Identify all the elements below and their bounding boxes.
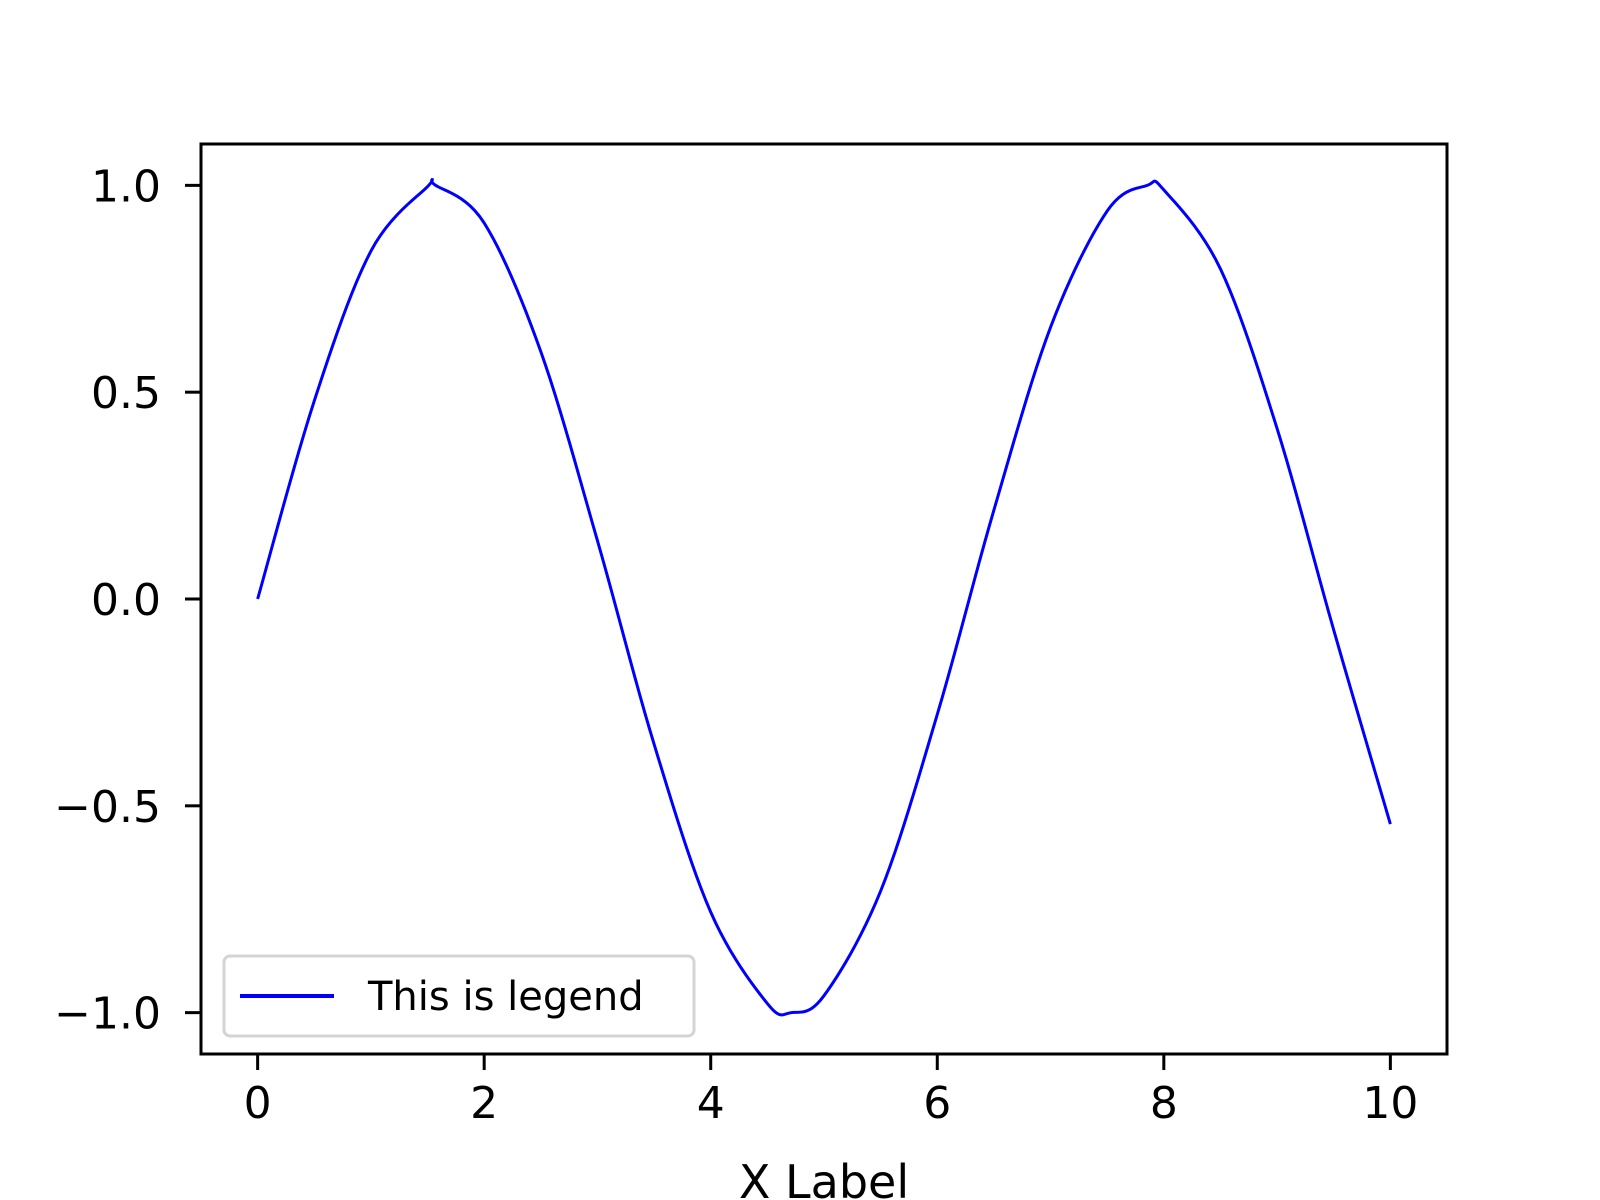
x-tick-label: 10 [1362,1078,1418,1129]
legend-entry-label: This is legend [367,974,644,1020]
x-tick-label: 4 [697,1078,725,1129]
y-tick-label: 0.0 [91,575,161,626]
x-tick-label: 0 [244,1078,272,1129]
x-tick-label: 2 [470,1078,498,1129]
y-tick-label: 1.0 [91,161,161,212]
x-axis-label: X Label [739,1155,909,1200]
x-tick-label: 6 [923,1078,951,1129]
y-tick-label: −1.0 [54,989,161,1040]
y-tick-label: 0.5 [91,368,161,419]
y-tick-label: −0.5 [54,782,161,833]
x-axis-ticks: 0 2 4 6 8 10 [244,1054,1418,1129]
y-axis-ticks: 1.0 0.5 0.0 −0.5 −1.0 [54,161,201,1040]
legend: This is legend [222,954,696,1038]
x-tick-label: 8 [1150,1078,1178,1129]
legend-box [222,954,696,1038]
series-line-sine [256,177,1392,1017]
